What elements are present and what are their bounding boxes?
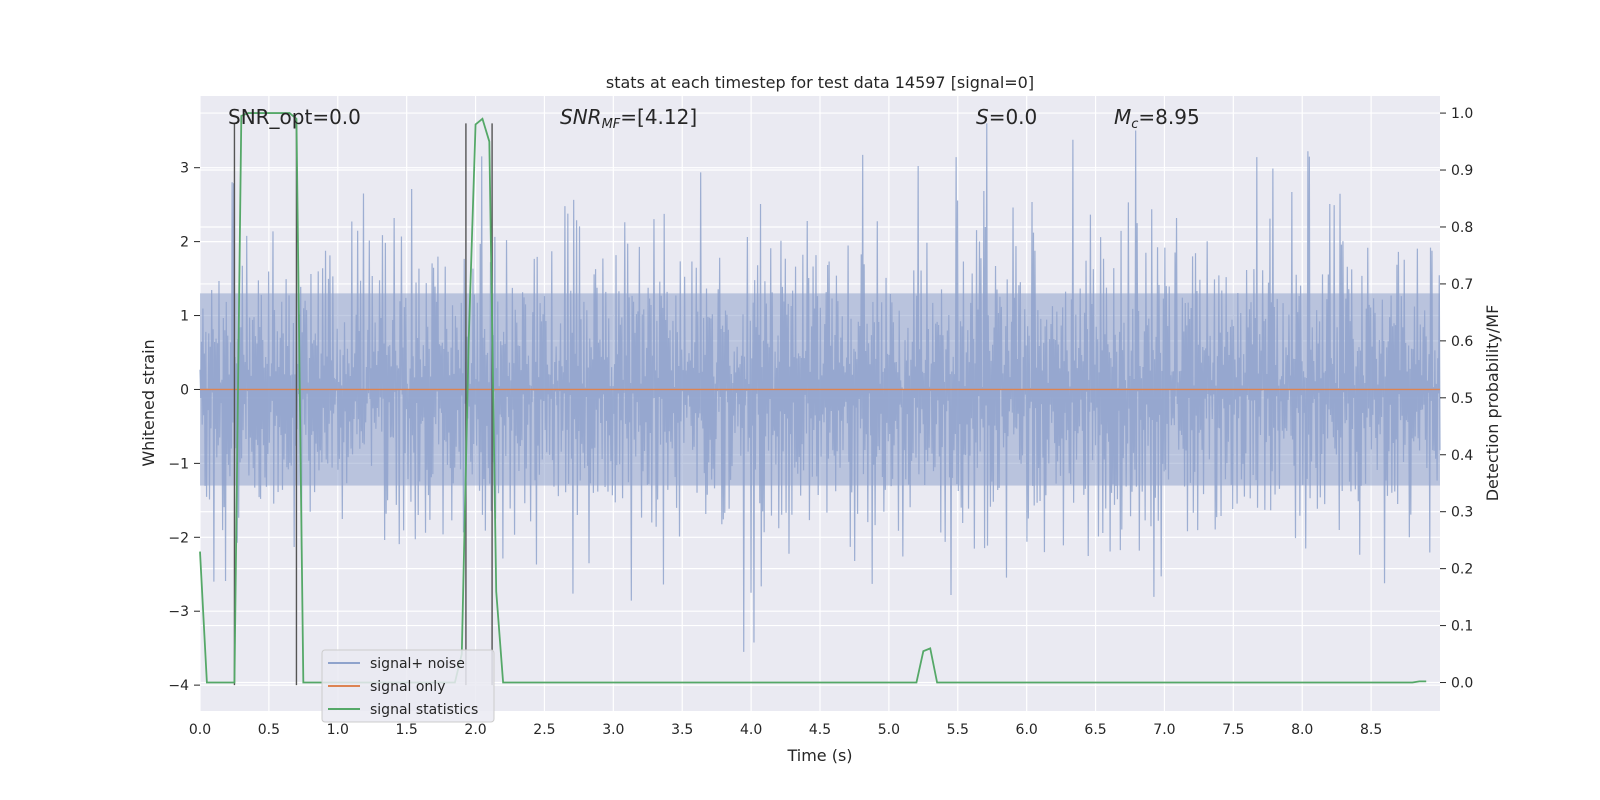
- annotation-snr-mf-main: SNR: [560, 105, 602, 129]
- annotation-s: S=0.0: [976, 105, 1037, 129]
- annotation-snr-opt: SNR_opt=0.0: [228, 105, 361, 129]
- x-tick-label: 7.0: [1153, 722, 1175, 738]
- x-tick-label: 8.5: [1360, 722, 1382, 738]
- y-left-tick-label: −1: [168, 456, 189, 472]
- x-tick-label: 1.0: [327, 722, 349, 738]
- y-left-tick-label: 2: [180, 235, 189, 251]
- x-tick-label: 0.0: [189, 722, 211, 738]
- x-tick-label: 3.0: [602, 722, 624, 738]
- y-left-tick-label: 3: [180, 161, 189, 177]
- y-right-tick-label: 0.1: [1451, 619, 1473, 635]
- legend-label-signal-noise: signal+ noise: [370, 656, 465, 672]
- x-axis-ticks: 0.0 0.5 1.0 1.5 2.0 2.5 3.0 3.5 4.0 4.5 5.0 5.5 6.0 6…: [189, 722, 1382, 738]
- y-right-tick-label: 1.0: [1451, 106, 1473, 122]
- y-right-tick-label: 0.4: [1451, 448, 1473, 464]
- legend-label-signal-only: signal only: [370, 679, 445, 695]
- y-right-tick-label: 0.7: [1451, 277, 1473, 293]
- x-tick-label: 5.0: [878, 722, 900, 738]
- annotation-mc: Mc=8.95: [1114, 105, 1200, 132]
- chart-title: stats at each timestep for test data 145…: [606, 73, 1034, 92]
- x-tick-label: 7.5: [1222, 722, 1244, 738]
- y-left-tick-label: −3: [168, 604, 189, 620]
- x-tick-label: 6.0: [1016, 722, 1038, 738]
- y-right-axis-ticks: 1.0 0.9 0.8 0.7 0.6 0.5 0.4 0.3 0.2 0.1 0.0: [1440, 106, 1473, 692]
- x-tick-label: 2.5: [533, 722, 555, 738]
- annotation-s-main: S: [976, 105, 989, 129]
- annotation-mc-main: M: [1114, 105, 1131, 129]
- legend-label-signal-statistics: signal statistics: [370, 702, 478, 718]
- y-left-tick-label: 1: [180, 309, 189, 325]
- x-tick-label: 4.5: [809, 722, 831, 738]
- x-tick-label: 2.0: [464, 722, 486, 738]
- legend: signal+ noise signal only signal statist…: [321, 649, 495, 723]
- y-right-tick-label: 0.2: [1451, 562, 1473, 578]
- annotation-snr-mf: SNRMF=[4.12]: [560, 105, 697, 132]
- y-right-tick-label: 0.0: [1451, 676, 1473, 692]
- x-tick-label: 4.0: [740, 722, 762, 738]
- annotation-mc-value: =8.95: [1138, 105, 1199, 129]
- x-axis-label: Time (s): [786, 746, 852, 765]
- y-right-tick-label: 0.9: [1451, 163, 1473, 179]
- x-tick-label: 6.5: [1084, 722, 1106, 738]
- y-right-tick-label: 0.6: [1451, 334, 1473, 350]
- y-left-axis-ticks: 3 2 1 0 −1 −2 −3 −4: [168, 161, 200, 694]
- y-right-tick-label: 0.5: [1451, 391, 1473, 407]
- y-left-tick-label: −4: [168, 678, 189, 694]
- y-right-tick-label: 0.3: [1451, 505, 1473, 521]
- y-left-tick-label: 0: [180, 382, 189, 398]
- x-tick-label: 3.5: [671, 722, 693, 738]
- annotation-mc-sub: c: [1131, 117, 1138, 132]
- y-left-axis-label: Whitened strain: [139, 339, 158, 466]
- x-tick-label: 1.5: [396, 722, 418, 738]
- annotation-s-value: =0.0: [989, 105, 1038, 129]
- y-right-axis-label: Detection probability/MF: [1483, 305, 1502, 502]
- legend-box: [321, 649, 495, 723]
- annotation-snr-mf-sub: MF: [602, 117, 621, 132]
- annotation-snr-mf-value: =[4.12]: [620, 105, 697, 129]
- marker-lines: [233, 123, 493, 686]
- x-tick-label: 5.5: [947, 722, 969, 738]
- y-left-tick-label: −2: [168, 530, 189, 546]
- x-tick-label: 0.5: [258, 722, 280, 738]
- y-right-tick-label: 0.8: [1451, 220, 1473, 236]
- x-tick-label: 8.0: [1291, 722, 1313, 738]
